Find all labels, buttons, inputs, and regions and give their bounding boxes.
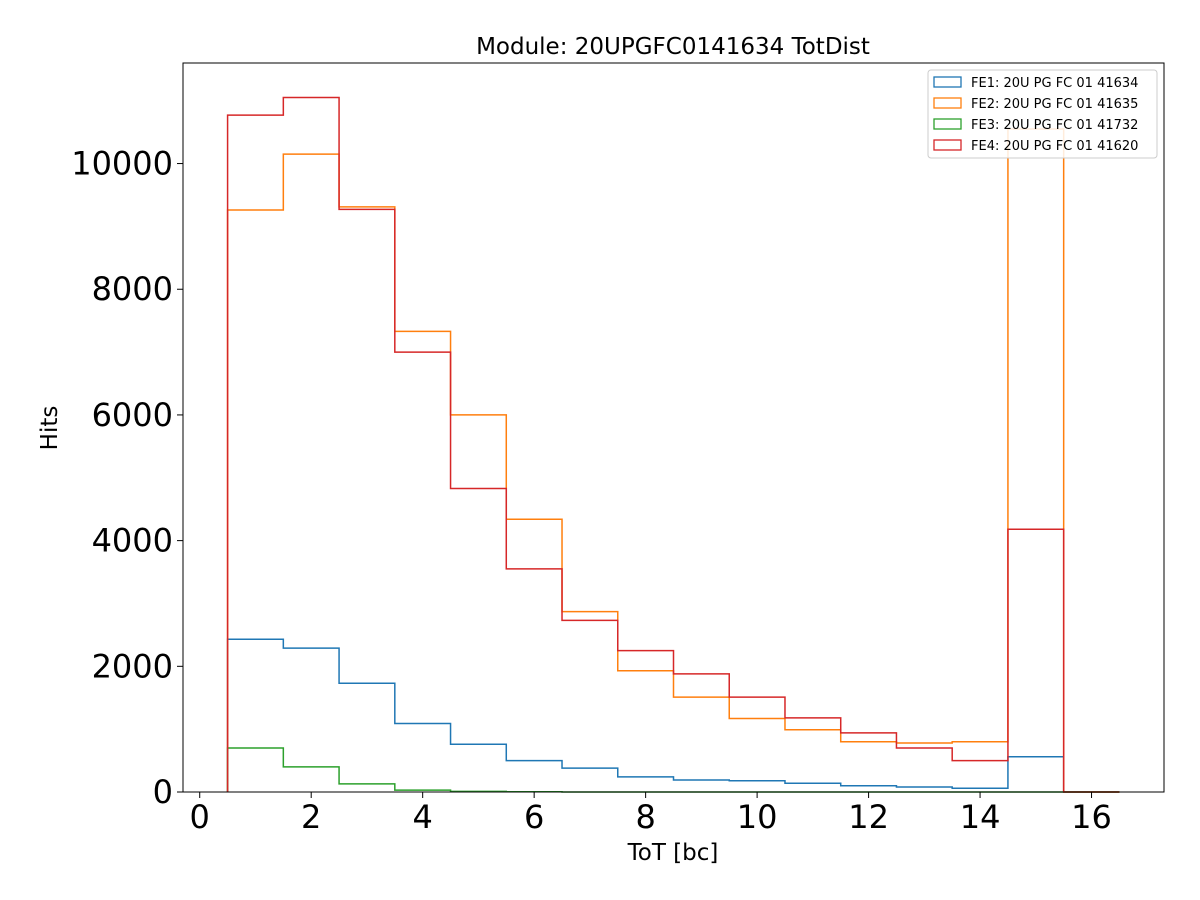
series-fe3-outline [226,747,1120,793]
legend-entry-fe2: FE2: 20U PG FC 01 41635 [971,97,1138,112]
legend-entry-fe4: FE4: 20U PG FC 01 41620 [971,139,1138,154]
legend-entry-fe1: FE1: 20U PG FC 01 41634 [971,76,1138,91]
y-tick-label: 2000 [92,647,173,685]
y-tick-label: 6000 [92,396,173,434]
y-axis-label: Hits [37,406,63,451]
series-fe4-outline [226,96,1120,793]
x-axis-ticks: 0 2 4 6 8 10 12 14 16 [190,792,1112,836]
legend-swatch [933,118,962,130]
legend-swatch [933,97,962,109]
series-fe2-outline [226,128,1120,793]
y-axis-ticks: 0 2000 4000 6000 8000 10000 [71,145,183,811]
x-tick-label: 2 [301,798,321,836]
x-axis-label: ToT [bc] [627,840,719,866]
plot-area [182,62,1165,793]
x-tick-label: 12 [848,798,889,836]
legend-box [927,69,1158,159]
x-tick-label: 8 [635,798,655,836]
y-tick-label: 8000 [92,270,173,308]
x-tick-label: 6 [524,798,544,836]
x-tick-label: 16 [1071,798,1112,836]
axes-frame [182,62,1165,793]
series-fe1-outline [226,638,1120,793]
chart-title: Module: 20UPGFC0141634 TotDist [476,34,870,60]
legend: FE1: 20U PG FC 01 41634 FE2: 20U PG FC 01… [927,69,1158,159]
legend-swatch [933,76,962,88]
x-tick-label: 10 [737,798,778,836]
y-tick-label: 0 [153,773,173,811]
legend-swatch [933,139,962,151]
y-tick-label: 10000 [71,145,173,183]
y-tick-label: 4000 [92,522,173,560]
x-tick-label: 14 [960,798,1001,836]
legend-entry-fe3: FE3: 20U PG FC 01 41732 [971,118,1138,133]
x-tick-label: 0 [190,798,210,836]
x-tick-label: 4 [412,798,432,836]
